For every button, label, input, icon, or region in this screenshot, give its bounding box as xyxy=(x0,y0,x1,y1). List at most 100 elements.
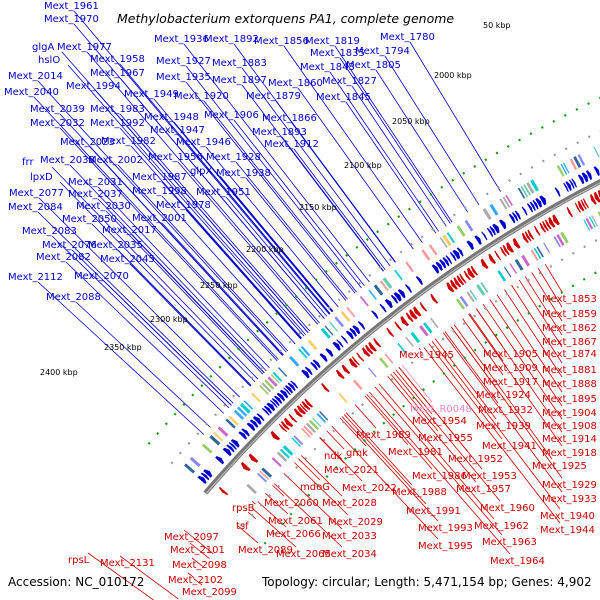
reverse-gene-44 xyxy=(335,369,345,379)
reverse-gene-87 xyxy=(459,273,467,284)
reverse-gene-55 xyxy=(368,341,377,352)
reverse-gene-1 xyxy=(218,486,229,496)
cog-outer-31 xyxy=(270,374,280,384)
forward-label-line xyxy=(173,121,333,312)
forward-gene-label: Mext_2035 xyxy=(88,240,143,251)
reverse-gene-116 xyxy=(548,217,556,228)
reverse-gene-label: tsf xyxy=(236,521,249,532)
cog-outer-89 xyxy=(439,237,448,248)
reverse-gene-label: mdoG xyxy=(300,482,330,493)
cog-inner-73 xyxy=(430,317,439,329)
reverse-gene-label: Mext_1924 xyxy=(476,390,531,401)
forward-label-line xyxy=(179,134,331,314)
reverse-gene-label: Mext_2131 xyxy=(100,558,155,569)
forward-gene-label: Mext_2014 xyxy=(8,71,63,82)
reverse-label-line xyxy=(273,483,343,548)
forward-gene-28 xyxy=(274,395,283,404)
reverse-label-line xyxy=(469,313,504,362)
cog-inner-128 xyxy=(591,215,599,227)
forward-gene-24 xyxy=(263,405,273,414)
forward-gene-label: Mext_1843 xyxy=(300,62,355,73)
genome-backbone xyxy=(147,96,600,545)
forward-gene-131 xyxy=(581,172,589,183)
reverse-label-line xyxy=(345,412,413,486)
forward-gene-label: Mext_1935 xyxy=(156,72,211,83)
genome-summary-text: Topology: circular; Length: 5,471,154 bp… xyxy=(262,575,592,589)
forward-gene-126 xyxy=(565,181,572,191)
reverse-gene-107 xyxy=(521,232,529,244)
forward-gene-label: Mext_2001 xyxy=(132,213,187,224)
reverse-label-line xyxy=(434,338,497,420)
forward-label-line xyxy=(161,222,284,356)
forward-label-line xyxy=(281,136,384,272)
reverse-gene-label: Mext_1862 xyxy=(542,323,597,334)
forward-gene-67 xyxy=(384,299,393,309)
reverse-gene-label: Mext_2034 xyxy=(322,549,377,560)
forward-gene-33 xyxy=(287,382,296,391)
forward-label-line xyxy=(297,87,414,250)
cog-outer-24 xyxy=(251,392,262,403)
cog-outer-57 xyxy=(346,306,356,318)
forward-gene-label: Mext_1827 xyxy=(322,76,377,87)
forward-gene-125 xyxy=(563,182,569,193)
reverse-gene-89 xyxy=(463,270,471,281)
forward-gene-27 xyxy=(271,398,280,407)
cog-inner-51 xyxy=(367,367,377,378)
forward-gene-108 xyxy=(511,212,519,222)
reverse-label-line xyxy=(423,347,561,524)
forward-label-line xyxy=(37,281,205,435)
cog-outer-27 xyxy=(259,384,269,395)
cog-inner-30 xyxy=(308,419,320,431)
reverse-gene-83 xyxy=(446,282,455,293)
forward-label-line xyxy=(86,51,320,324)
reverse-gene-12 xyxy=(248,453,259,463)
forward-label-line xyxy=(119,77,325,319)
forward-gene-114 xyxy=(529,201,536,211)
forward-label-line xyxy=(103,280,232,406)
reverse-gene-label: Mext_2033 xyxy=(322,531,377,542)
reverse-gene-27 xyxy=(288,413,298,423)
reverse-gene-label: Mext_2060 xyxy=(264,498,319,509)
reverse-gene-30 xyxy=(296,405,307,415)
forward-gene-57 xyxy=(357,321,366,330)
forward-gene-6 xyxy=(215,456,225,465)
cog-outer-55 xyxy=(340,310,351,322)
forward-gene-11 xyxy=(228,442,237,450)
forward-gene-label: Mext_1994 xyxy=(66,81,121,92)
forward-label-line xyxy=(339,57,451,224)
cog-inner-65 xyxy=(405,336,414,348)
reverse-gene-label: Mext_1917 xyxy=(483,377,538,388)
reverse-gene-label: Mext_1859 xyxy=(542,309,597,320)
reverse-gene-126 xyxy=(577,200,585,212)
forward-gene-label: Mext_1780 xyxy=(380,32,435,43)
cog-outer-67 xyxy=(373,284,384,296)
reverse-gene-label: Mext_2098 xyxy=(172,560,227,571)
reverse-gene-label: Mext_2061 xyxy=(268,516,323,527)
forward-label-line xyxy=(69,164,267,372)
forward-gene-100 xyxy=(486,227,494,237)
forward-label-line xyxy=(177,161,319,325)
forward-label-line xyxy=(225,196,328,317)
reverse-label-line xyxy=(265,492,289,515)
forward-gene-label: Mext_1961 xyxy=(44,1,99,12)
forward-label-line xyxy=(89,146,283,356)
forward-gene-label: Mext_1949 xyxy=(124,89,179,100)
reverse-label-line xyxy=(331,425,439,540)
tick-label: 2100 kbp xyxy=(344,161,382,170)
tick-label: 2250 kbp xyxy=(200,281,238,290)
forward-label-line xyxy=(384,55,480,206)
cog-outer-51 xyxy=(329,321,338,332)
forward-label-line xyxy=(351,85,447,227)
reverse-label-line xyxy=(374,386,503,536)
forward-gene-69 xyxy=(390,294,399,304)
reverse-gene-label: Mext_1881 xyxy=(542,365,597,376)
reverse-label-line xyxy=(354,404,377,429)
gene-labels: Mext_1961Mext_1970glgAhslOMext_2014Mext_… xyxy=(4,1,597,598)
forward-gene-1 xyxy=(200,472,210,481)
forward-gene-101 xyxy=(489,226,496,236)
reverse-gene-113 xyxy=(539,222,547,233)
forward-gene-label: Mext_1927 xyxy=(156,56,211,67)
reverse-gene-29 xyxy=(293,408,303,418)
cog-inner-19 xyxy=(279,448,291,459)
